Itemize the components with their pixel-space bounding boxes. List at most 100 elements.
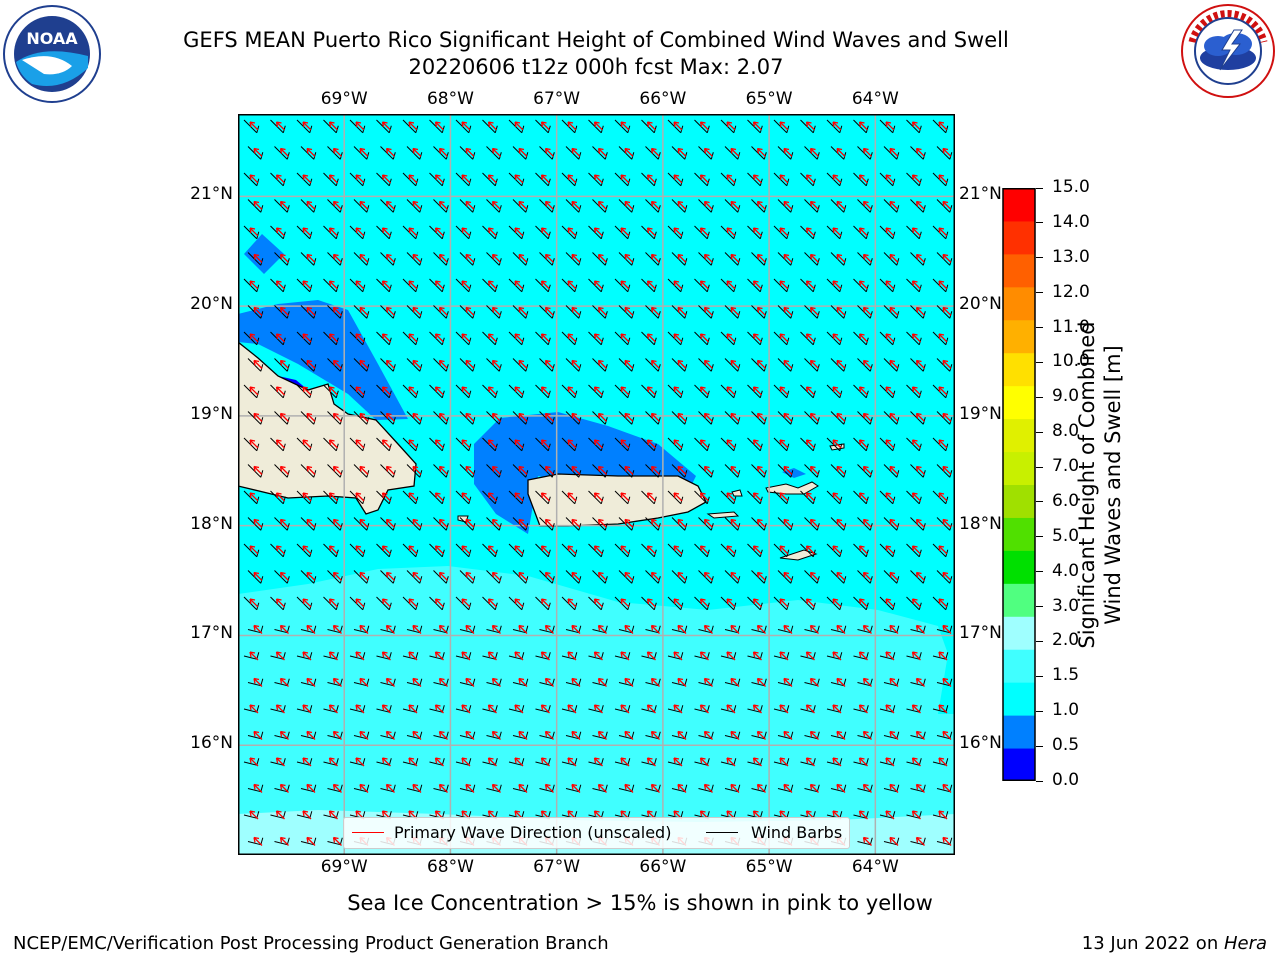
wind-barb <box>323 758 339 766</box>
wave-direction-arrow <box>752 757 762 767</box>
wave-direction-arrow <box>491 571 501 581</box>
wave-direction-arrow <box>783 253 793 263</box>
wave-direction-arrow <box>779 121 789 131</box>
wave-direction-arrow <box>355 121 365 131</box>
wave-direction-arrow <box>412 412 422 422</box>
wave-direction-arrow <box>593 333 603 343</box>
wave-direction-arrow <box>858 651 868 661</box>
wave-direction-arrow <box>752 174 762 184</box>
wave-direction-arrow <box>805 704 815 714</box>
wave-direction-arrow <box>461 280 471 290</box>
wave-direction-arrow <box>809 730 819 740</box>
wave-direction-arrow <box>571 306 581 316</box>
wind-barb <box>247 784 264 793</box>
wave-direction-arrow <box>752 704 762 714</box>
wind-barb <box>433 731 449 740</box>
wave-direction-arrow <box>408 333 418 343</box>
wave-direction-arrow <box>752 121 762 131</box>
wave-direction-arrow <box>624 465 634 475</box>
wind-barb <box>777 678 794 687</box>
wave-direction-arrow <box>862 147 872 157</box>
wave-direction-arrow <box>730 518 740 528</box>
wave-direction-arrow <box>461 386 471 396</box>
wave-direction-arrow <box>942 571 952 581</box>
wind-barb <box>932 758 949 766</box>
wind-barb <box>512 678 529 687</box>
wind-barb <box>883 784 900 793</box>
wave-direction-arrow <box>355 704 365 714</box>
wave-direction-arrow <box>487 174 497 184</box>
wave-direction-arrow <box>412 677 422 687</box>
wave-direction-arrow <box>438 783 448 793</box>
wave-direction-arrow <box>809 412 819 422</box>
wave-direction-arrow <box>836 465 846 475</box>
wind-barb <box>327 731 343 740</box>
wave-direction-arrow <box>673 704 683 714</box>
longitude-label-bottom: 69°W <box>320 857 368 877</box>
wind-barb <box>614 705 631 713</box>
colorbar-tick-mark <box>1036 675 1043 677</box>
wave-direction-arrow <box>809 359 819 369</box>
longitude-label-top: 66°W <box>639 89 687 109</box>
wave-direction-arrow <box>620 174 630 184</box>
wave-direction-arrow <box>805 757 815 767</box>
wave-direction-arrow <box>858 174 868 184</box>
wave-direction-arrow <box>249 227 259 237</box>
wave-direction-arrow <box>275 227 285 237</box>
wind-barb <box>936 784 953 793</box>
wind-barb <box>380 784 396 793</box>
wave-direction-arrow <box>858 280 868 290</box>
wave-direction-arrow <box>544 200 554 210</box>
wave-direction-arrow <box>571 200 581 210</box>
wave-direction-arrow <box>275 121 285 131</box>
wave-direction-arrow <box>885 492 895 502</box>
wind-barb <box>694 758 710 766</box>
footer-host: Hera <box>1223 933 1267 954</box>
wind-barb <box>830 784 847 793</box>
wave-direction-arrow <box>518 571 528 581</box>
wind-barb <box>720 758 737 766</box>
wave-direction-arrow <box>942 624 952 634</box>
wave-direction-arrow <box>779 651 789 661</box>
wave-direction-arrow <box>938 545 948 555</box>
wave-direction-arrow <box>253 624 263 634</box>
wave-direction-arrow <box>593 704 603 714</box>
wave-direction-arrow <box>253 253 263 263</box>
wave-direction-arrow <box>544 359 554 369</box>
wave-direction-arrow <box>461 651 471 661</box>
wave-direction-arrow <box>756 200 766 210</box>
wave-direction-arrow <box>805 545 815 555</box>
wave-direction-arrow <box>862 836 872 846</box>
wave-direction-arrow <box>752 439 762 449</box>
wave-direction-arrow <box>465 465 475 475</box>
wave-direction-arrow <box>624 624 634 634</box>
wind-barb <box>694 652 710 660</box>
wave-direction-arrow <box>703 147 713 157</box>
wave-direction-arrow <box>593 757 603 767</box>
wind-barb <box>724 625 741 634</box>
wave-direction-arrow <box>858 492 868 502</box>
wave-direction-arrow <box>461 704 471 714</box>
wave-direction-arrow <box>809 677 819 687</box>
wave-direction-arrow <box>889 624 899 634</box>
colorbar-segment <box>1003 715 1035 749</box>
wave-direction-arrow <box>461 121 471 131</box>
wave-direction-arrow <box>359 200 369 210</box>
wind-barb <box>641 705 657 713</box>
wave-direction-arrow <box>249 439 259 449</box>
wave-direction-arrow <box>646 386 656 396</box>
wave-direction-arrow <box>597 253 607 263</box>
wave-direction-arrow <box>355 227 365 237</box>
wave-direction-arrow <box>699 545 709 555</box>
wave-direction-arrow <box>491 465 501 475</box>
wave-direction-arrow <box>597 306 607 316</box>
wave-direction-arrow <box>779 492 789 502</box>
wave-direction-arrow <box>911 492 921 502</box>
wind-barb <box>777 731 794 740</box>
wind-barb <box>724 731 741 740</box>
wave-direction-arrow <box>809 147 819 157</box>
wave-direction-arrow <box>915 359 925 369</box>
wind-barb <box>588 652 604 660</box>
wave-direction-arrow <box>306 518 316 528</box>
wave-direction-arrow <box>408 492 418 502</box>
